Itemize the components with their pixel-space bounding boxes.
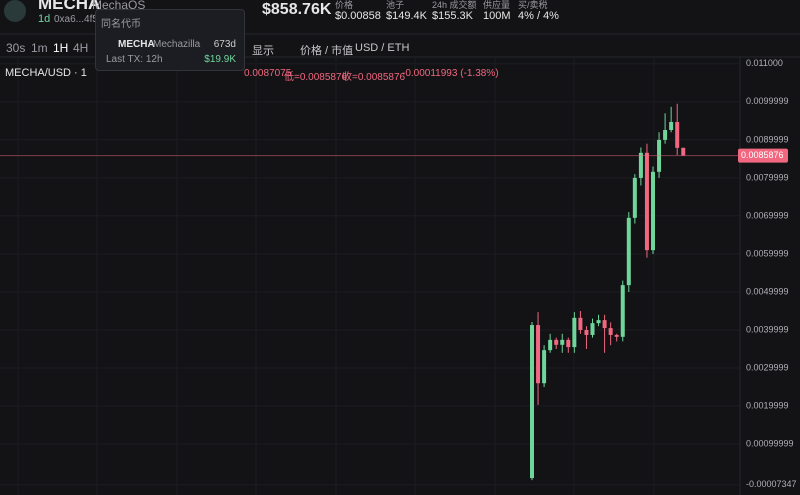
display-toggle[interactable]: 显示 <box>252 45 274 57</box>
stat-label: 池子 <box>386 0 405 10</box>
token-logo <box>4 0 26 22</box>
y-tick-label: 0.0059999 <box>746 248 789 258</box>
y-tick-label: 0.0079999 <box>746 172 789 182</box>
legend-low: 低=0.0085876 <box>284 72 348 83</box>
candle-body <box>530 325 534 479</box>
candle-body <box>578 317 583 330</box>
tooltip-last-tx: Last TX: 12h <box>106 54 163 65</box>
pair-label: MECHA/USD · 1 <box>5 67 87 79</box>
y-tick-label: 0.0089999 <box>746 134 789 144</box>
stat-label: 价格 <box>335 0 354 10</box>
candle-body <box>566 339 571 348</box>
y-tick-label: 0.0029999 <box>746 362 789 372</box>
market-cap: $858.76K <box>262 1 332 18</box>
candle-body <box>560 339 565 345</box>
candle-body <box>584 329 589 335</box>
legend-high: 0.0087075 <box>244 68 292 79</box>
legend-close: 收=0.0085876 <box>342 72 406 83</box>
candle-body <box>608 328 613 335</box>
candle-body <box>651 171 655 251</box>
candle-body <box>644 152 649 251</box>
y-tick-label: 0.0099999 <box>746 96 789 106</box>
candle-body <box>614 334 619 337</box>
legend-change: -0.00011993 (-1.38%) <box>402 68 499 79</box>
interval[interactable]: 4H <box>73 41 89 55</box>
tooltip-name: Mechazilla <box>153 39 201 50</box>
candle-body <box>596 320 601 324</box>
price-mcap-toggle[interactable]: 价格 / 市值 <box>300 45 354 57</box>
candle-body <box>590 323 595 335</box>
interval[interactable]: 1m <box>31 41 48 55</box>
y-tick-label: -0.00007347 <box>746 479 797 489</box>
candle-body <box>536 325 541 384</box>
stat-label: 供应量 <box>483 0 511 10</box>
candle-body <box>554 339 559 345</box>
currency-toggle[interactable]: USD / ETH <box>355 42 410 54</box>
y-tick-label: 0.0049999 <box>746 286 789 296</box>
candle-body <box>675 122 680 148</box>
stat-value: $149.4K <box>386 10 427 22</box>
stat-value: $0.00858 <box>335 10 381 22</box>
candle-body <box>620 285 625 337</box>
last-price-tag <box>738 148 788 163</box>
tooltip-title: 同名代币 <box>101 19 141 30</box>
stat-value: 4% / 4% <box>518 10 559 22</box>
interval[interactable]: 30s <box>6 41 26 55</box>
y-tick-label: 0.0069999 <box>746 210 789 220</box>
stat-label: 24h 成交额 <box>432 0 477 10</box>
candle-body <box>632 177 637 218</box>
age: 1d <box>38 13 51 25</box>
tooltip: 同名代币 MECHA Mechazilla 673d Last TX: 12h … <box>95 9 245 71</box>
y-tick-label: 0.011000 <box>746 58 783 68</box>
tooltip-volume: $19.9K <box>204 54 236 65</box>
candle-body <box>681 147 686 156</box>
last-price-label: 0.0085876 <box>741 150 784 160</box>
candle-body <box>602 320 607 329</box>
stat-value: $155.3K <box>432 10 473 22</box>
tooltip-age: 673d <box>213 39 236 50</box>
candle-body <box>572 317 577 348</box>
address[interactable]: 0xa6...4f5a <box>54 14 104 25</box>
candle-body <box>638 152 643 178</box>
stat-label: 买/卖税 <box>518 0 548 10</box>
stat-value: 100M <box>483 10 511 22</box>
interval[interactable]: 1H <box>53 41 69 55</box>
y-tick-label: 0.00099999 <box>746 438 794 448</box>
candle-body <box>669 122 674 130</box>
candle-body <box>548 339 553 351</box>
y-tick-label: 0.0039999 <box>746 324 789 334</box>
symbol: MECHA <box>38 0 101 13</box>
y-tick-label: 0.0019999 <box>746 400 789 410</box>
candle-body <box>542 350 547 384</box>
candle-body <box>626 217 631 286</box>
candle-body <box>663 130 668 140</box>
tooltip-symbol: MECHA <box>118 39 155 50</box>
